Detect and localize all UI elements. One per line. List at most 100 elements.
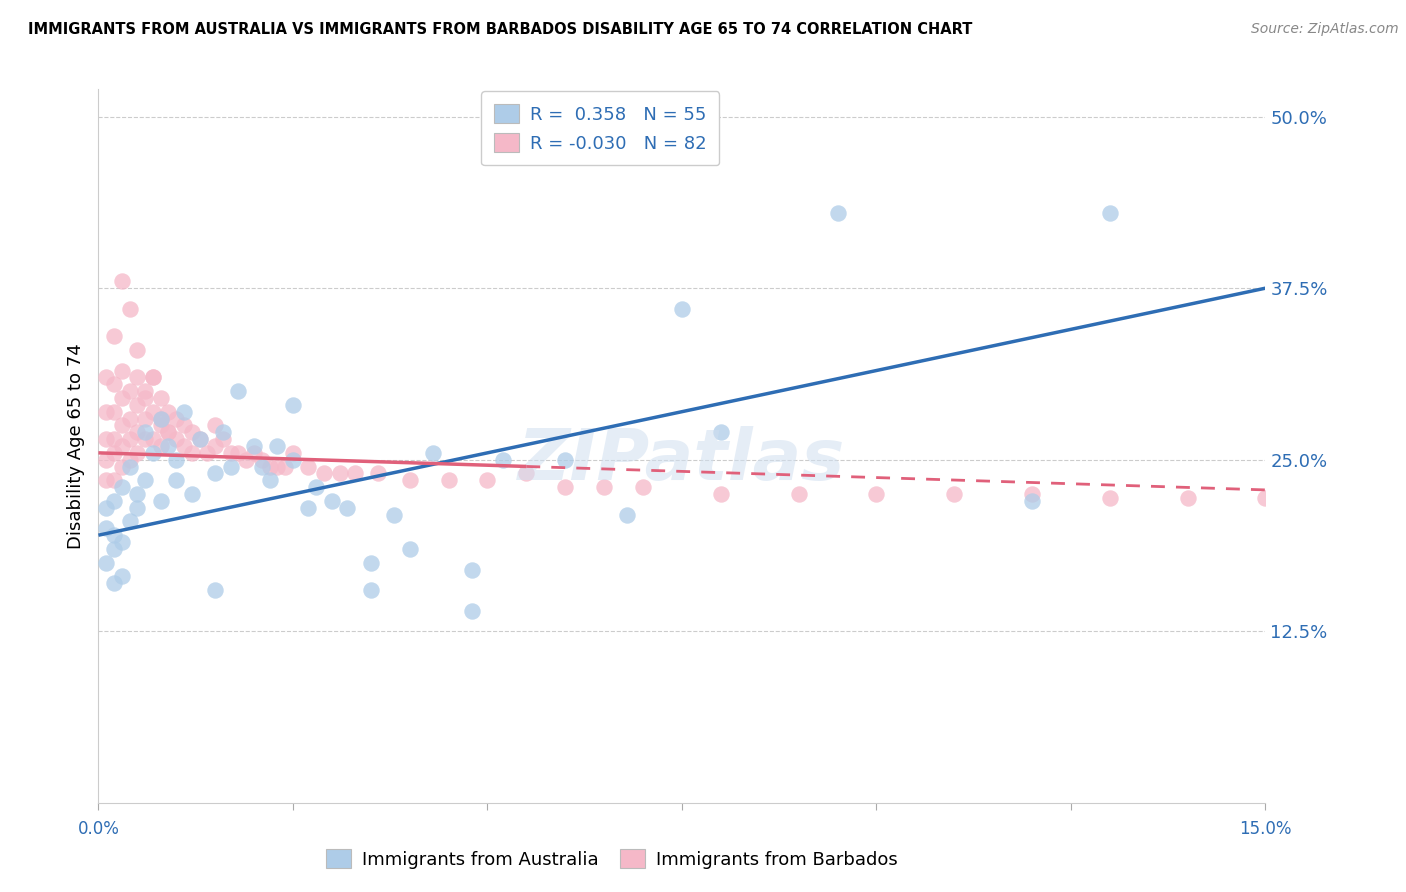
Point bbox=[195, 446, 218, 460]
Text: 15.0%: 15.0% bbox=[1239, 820, 1292, 838]
Point bbox=[165, 473, 187, 487]
Point bbox=[103, 576, 125, 591]
Point bbox=[103, 446, 125, 460]
Legend: Immigrants from Australia, Immigrants from Barbados: Immigrants from Australia, Immigrants fr… bbox=[319, 841, 905, 876]
Point bbox=[111, 439, 134, 453]
Point bbox=[281, 398, 304, 412]
Point bbox=[111, 274, 134, 288]
Point bbox=[367, 467, 389, 481]
Point bbox=[134, 411, 156, 425]
Point bbox=[250, 459, 273, 474]
Point bbox=[219, 459, 242, 474]
Point bbox=[492, 452, 515, 467]
Point bbox=[118, 515, 141, 529]
Point bbox=[243, 439, 266, 453]
Point bbox=[103, 494, 125, 508]
Point bbox=[157, 425, 180, 440]
Point bbox=[281, 446, 304, 460]
Point bbox=[259, 459, 281, 474]
Point bbox=[111, 535, 134, 549]
Point bbox=[865, 487, 887, 501]
Point bbox=[297, 500, 319, 515]
Point bbox=[103, 329, 125, 343]
Point bbox=[165, 411, 187, 425]
Point bbox=[96, 432, 118, 446]
Point bbox=[96, 500, 118, 515]
Point bbox=[142, 370, 165, 384]
Point bbox=[103, 377, 125, 392]
Point bbox=[103, 473, 125, 487]
Point bbox=[127, 500, 149, 515]
Point bbox=[631, 480, 654, 494]
Point bbox=[204, 467, 226, 481]
Point bbox=[297, 459, 319, 474]
Point bbox=[134, 473, 156, 487]
Point bbox=[1177, 491, 1199, 505]
Point bbox=[118, 384, 141, 398]
Point bbox=[134, 425, 156, 440]
Point bbox=[165, 432, 187, 446]
Point bbox=[111, 459, 134, 474]
Point bbox=[827, 205, 849, 219]
Point bbox=[149, 439, 172, 453]
Point bbox=[134, 391, 156, 405]
Y-axis label: Disability Age 65 to 74: Disability Age 65 to 74 bbox=[66, 343, 84, 549]
Point bbox=[142, 370, 165, 384]
Point bbox=[336, 500, 359, 515]
Point bbox=[180, 446, 202, 460]
Point bbox=[787, 487, 810, 501]
Point bbox=[219, 446, 242, 460]
Point bbox=[103, 432, 125, 446]
Point bbox=[142, 405, 165, 419]
Point bbox=[188, 432, 211, 446]
Point bbox=[118, 452, 141, 467]
Point bbox=[1098, 205, 1121, 219]
Point bbox=[96, 556, 118, 570]
Point bbox=[96, 473, 118, 487]
Point bbox=[671, 301, 693, 316]
Point bbox=[1021, 494, 1043, 508]
Point bbox=[710, 487, 733, 501]
Point bbox=[111, 391, 134, 405]
Point bbox=[477, 473, 499, 487]
Point bbox=[360, 583, 382, 598]
Point bbox=[593, 480, 616, 494]
Point bbox=[127, 343, 149, 357]
Point bbox=[173, 439, 195, 453]
Point bbox=[111, 418, 134, 433]
Point bbox=[228, 384, 250, 398]
Point bbox=[149, 411, 172, 425]
Point bbox=[149, 418, 172, 433]
Point bbox=[173, 418, 195, 433]
Point bbox=[180, 425, 202, 440]
Point bbox=[360, 556, 382, 570]
Point bbox=[1098, 491, 1121, 505]
Point bbox=[96, 452, 118, 467]
Point bbox=[149, 391, 172, 405]
Point bbox=[188, 432, 211, 446]
Point bbox=[204, 418, 226, 433]
Point bbox=[398, 541, 420, 556]
Point bbox=[134, 384, 156, 398]
Point bbox=[321, 494, 343, 508]
Point bbox=[149, 411, 172, 425]
Text: IMMIGRANTS FROM AUSTRALIA VS IMMIGRANTS FROM BARBADOS DISABILITY AGE 65 TO 74 CO: IMMIGRANTS FROM AUSTRALIA VS IMMIGRANTS … bbox=[28, 22, 973, 37]
Point bbox=[398, 473, 420, 487]
Point bbox=[305, 480, 328, 494]
Point bbox=[461, 604, 484, 618]
Point bbox=[266, 439, 288, 453]
Point bbox=[111, 480, 134, 494]
Point bbox=[118, 301, 141, 316]
Point bbox=[943, 487, 966, 501]
Point bbox=[554, 480, 576, 494]
Point bbox=[118, 459, 141, 474]
Point bbox=[212, 432, 235, 446]
Point bbox=[149, 494, 172, 508]
Point bbox=[157, 425, 180, 440]
Point bbox=[127, 398, 149, 412]
Point bbox=[259, 473, 281, 487]
Point bbox=[180, 487, 202, 501]
Point bbox=[204, 439, 226, 453]
Point bbox=[515, 467, 537, 481]
Point bbox=[274, 459, 297, 474]
